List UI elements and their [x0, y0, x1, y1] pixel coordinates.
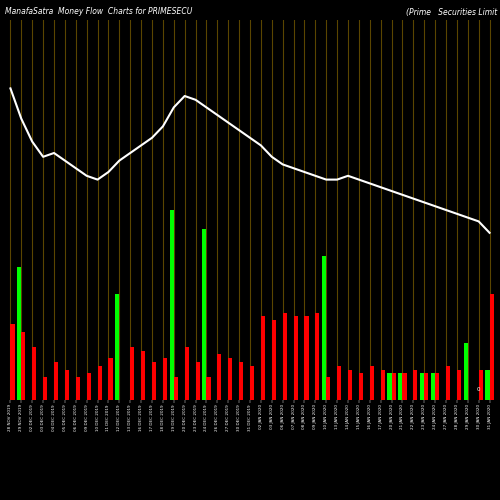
Bar — [163, 358, 167, 400]
Bar — [282, 312, 287, 400]
Bar — [272, 320, 276, 400]
Bar — [337, 366, 341, 400]
Bar — [359, 374, 363, 400]
Bar — [388, 374, 392, 400]
Bar — [348, 370, 352, 400]
Bar — [326, 377, 330, 400]
Bar — [141, 350, 145, 400]
Bar — [174, 377, 178, 400]
Text: 0: 0 — [477, 388, 480, 392]
Bar — [22, 332, 26, 400]
Bar — [43, 377, 47, 400]
Bar — [398, 374, 402, 400]
Bar — [446, 366, 450, 400]
Bar — [420, 374, 424, 400]
Bar — [392, 374, 396, 400]
Bar — [86, 374, 91, 400]
Bar — [239, 362, 243, 400]
Bar — [218, 354, 222, 400]
Bar — [402, 374, 406, 400]
Bar — [17, 267, 21, 400]
Bar — [130, 347, 134, 400]
Bar — [206, 377, 210, 400]
Bar — [431, 374, 435, 400]
Bar — [54, 362, 58, 400]
Bar — [478, 370, 483, 400]
Bar — [435, 374, 439, 400]
Bar — [170, 210, 174, 400]
Bar — [414, 370, 418, 400]
Bar — [108, 358, 112, 400]
Bar — [486, 370, 490, 400]
Bar — [98, 366, 102, 400]
Bar — [464, 343, 468, 400]
Bar — [10, 324, 14, 400]
Bar — [250, 366, 254, 400]
Bar — [370, 366, 374, 400]
Bar — [32, 347, 36, 400]
Bar — [316, 312, 320, 400]
Bar — [184, 347, 189, 400]
Bar — [196, 362, 200, 400]
Bar — [380, 370, 385, 400]
Bar — [304, 316, 308, 400]
Bar — [261, 316, 265, 400]
Bar — [457, 370, 461, 400]
Bar — [65, 370, 69, 400]
Bar — [424, 374, 428, 400]
Bar — [490, 294, 494, 400]
Text: ManafaSatra  Money Flow  Charts for PRIMESECU: ManafaSatra Money Flow Charts for PRIMES… — [5, 8, 192, 16]
Bar — [152, 362, 156, 400]
Bar — [115, 294, 119, 400]
Bar — [228, 358, 232, 400]
Bar — [294, 316, 298, 400]
Bar — [202, 229, 206, 400]
Text: (Prime   Securities Limit: (Prime Securities Limit — [406, 8, 498, 16]
Bar — [322, 256, 326, 400]
Bar — [76, 377, 80, 400]
